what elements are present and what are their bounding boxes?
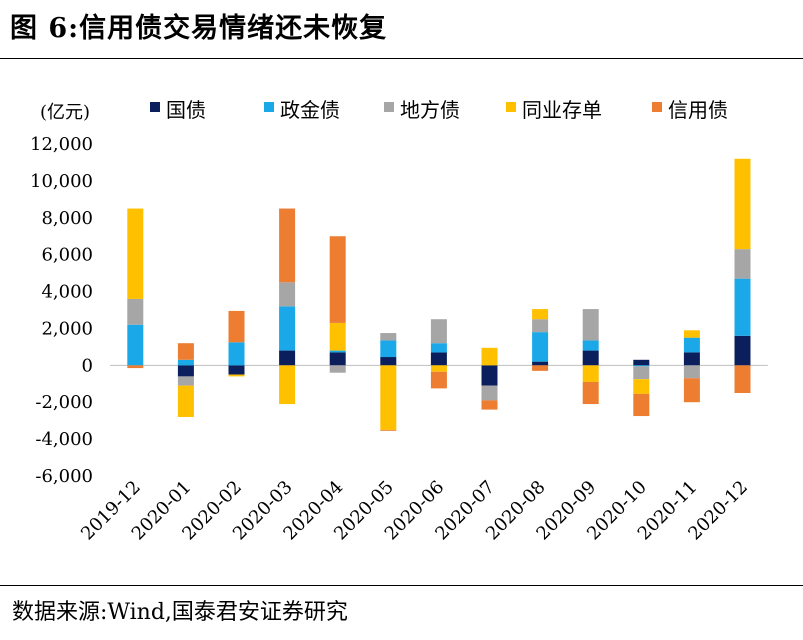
source-rule [0,585,803,586]
figure-title: 图 6:信用债交易情绪还未恢复 [10,13,388,44]
bar-segment [177,385,194,417]
y-tick-label: -2,000 [35,392,93,413]
bar-segment [279,306,296,351]
bar-segment [532,365,549,371]
bar-segment [430,319,447,344]
bar-segment [734,335,751,366]
bar-segment [430,365,447,372]
bar-segment [683,352,700,366]
bar-segment [734,278,751,336]
legend-swatch [384,102,394,112]
y-tick-label: 6,000 [41,245,93,266]
bar-segment [279,350,296,366]
bar-segment [228,342,245,366]
bar-segment [380,365,397,430]
bar-segment [177,343,194,360]
legend-label: 地方债 [400,98,460,122]
bar-segment [127,298,144,325]
legend-swatch [652,102,662,112]
y-tick-label: 2,000 [41,318,93,339]
bar-segment [279,208,296,283]
y-tick-label: 0 [82,355,93,376]
bar-segment [430,371,447,389]
bar-segment [177,376,194,386]
bar-segment [380,340,397,358]
bar-segment [380,357,397,366]
bar-segment [430,343,447,353]
bar-segment [127,208,144,299]
bars [127,158,751,431]
legend-swatch [150,102,160,112]
bar-segment [683,378,700,403]
y-tick-label: 12,000 [30,134,93,155]
bar-segment [177,365,194,377]
bar-segment [481,347,498,366]
bar-segment [633,359,650,366]
y-axis: -6,000 -4,000 -2,000 0 2,000 4,000 6,000 8,000 1… [30,134,768,487]
bar-segment [582,381,599,405]
bar-segment [329,365,346,373]
bar-segment [532,361,549,366]
bar-segment [430,352,447,366]
bar-segment [329,350,346,353]
bar-segment [683,330,700,338]
bar-segment [582,350,599,366]
bar-segment [228,365,245,375]
bar-segment [734,158,751,250]
bar-segment [481,385,498,401]
bar-segment [329,322,346,351]
source-note: 数据来源:Wind,国泰君安证券研究 [12,600,348,625]
bar-segment [734,249,751,279]
bar-segment [380,333,397,341]
y-tick-label: 10,000 [30,171,93,192]
bar-segment [127,324,144,366]
bar-segment [532,309,549,320]
bar-segment [633,366,650,380]
bar-segment [481,365,498,386]
y-tick-label: 4,000 [41,282,93,303]
legend-label: 信用债 [668,98,728,122]
bar-segment [279,365,296,405]
bar-segment [532,332,549,362]
x-axis: 2019-122020-012020-022020-032020-042020-… [77,477,752,545]
bar-segment [633,393,650,417]
title-rule [0,58,803,59]
bar-segment [329,352,346,366]
unit-label: (亿元) [40,102,90,123]
bar-segment [734,365,751,393]
bar-segment [329,236,346,323]
legend-swatch [506,102,516,112]
bar-segment [177,359,194,366]
y-tick-label: -4,000 [35,429,93,450]
bar-segment [582,309,599,341]
legend-label: 同业存单 [522,98,602,122]
bar-segment [683,365,700,379]
y-tick-label: 8,000 [41,208,93,229]
stacked-bar-chart: (亿元) 国债 政金债 地方债 同业存单 信用债 -6,000 -4,000 -2,000 0… [30,98,768,545]
bar-segment [633,379,650,394]
bar-segment [633,365,650,367]
legend-label: 国债 [166,98,206,122]
bar-segment [127,365,144,369]
bar-segment [380,429,397,431]
bar-segment [532,319,549,333]
legend-swatch [264,102,274,112]
bar-segment [582,365,599,382]
bar-segment [279,282,296,307]
bar-segment [228,310,245,343]
legend: 国债 政金债 地方债 同业存单 信用债 [150,98,728,122]
y-tick-label: -6,000 [35,466,93,487]
bar-segment [228,374,245,377]
bar-segment [481,400,498,410]
bar-segment [582,340,599,351]
legend-label: 政金债 [280,98,340,122]
bar-segment [683,337,700,353]
